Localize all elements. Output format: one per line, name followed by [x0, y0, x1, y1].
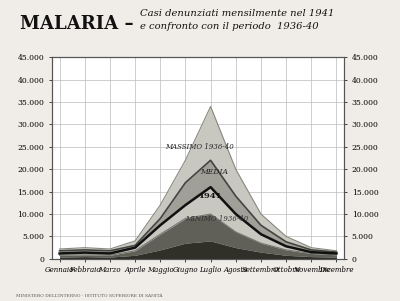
Text: MASSIMO 1936-40: MASSIMO 1936-40	[165, 143, 234, 151]
Text: MINISTERO DELL’INTERNO - ISTITUTO SUPERIORE DI SANITÀ: MINISTERO DELL’INTERNO - ISTITUTO SUPERI…	[16, 294, 162, 298]
Text: MINIMO 1936-40: MINIMO 1936-40	[186, 215, 249, 223]
Text: 1941: 1941	[198, 192, 222, 200]
Text: MALARIA –: MALARIA –	[20, 15, 134, 33]
Text: MEDIA: MEDIA	[200, 168, 228, 176]
Text: Casi denunziati mensilmente nel 1941
e confronto con il periodo  1936-40: Casi denunziati mensilmente nel 1941 e c…	[140, 9, 334, 30]
